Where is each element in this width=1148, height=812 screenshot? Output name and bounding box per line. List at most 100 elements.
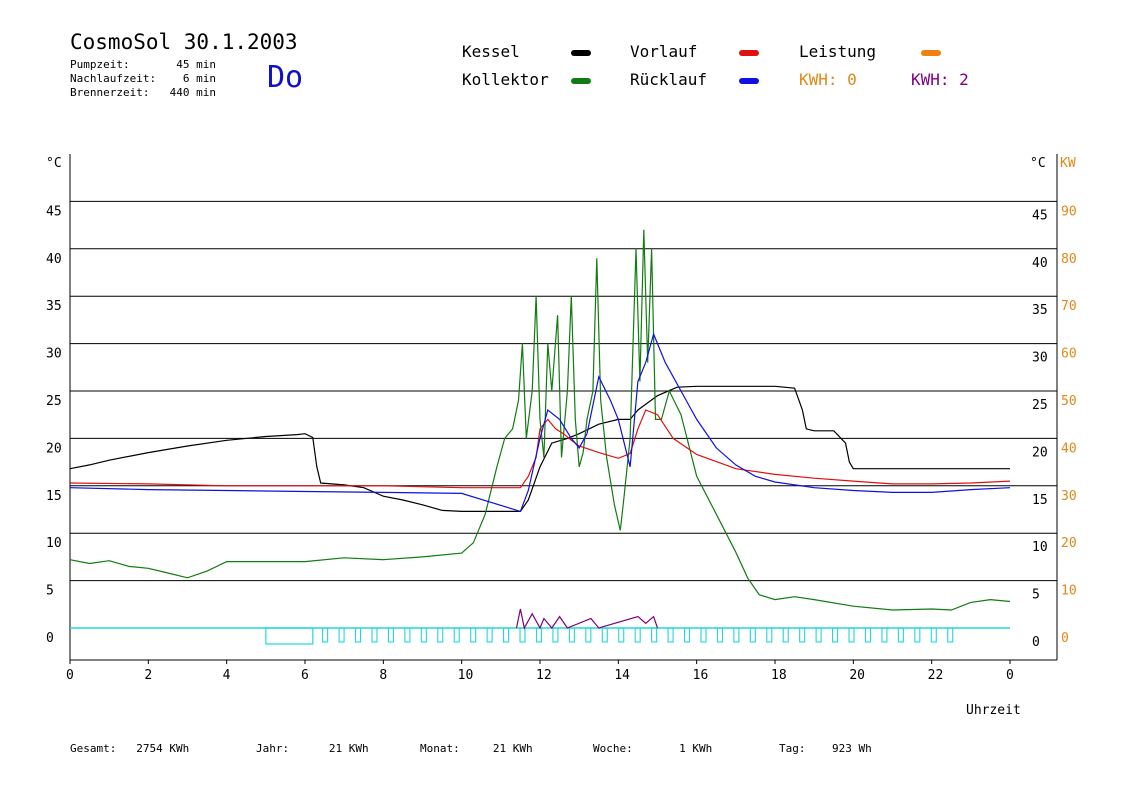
x-axis-label: Uhrzeit [966, 703, 1021, 718]
legend-kessel-swatch [571, 50, 591, 56]
y-tick-label-kw: 0 [1061, 631, 1069, 646]
y-tick-label-kw: 60 [1061, 347, 1077, 362]
burner-marker [265, 627, 314, 645]
x-tick-label: 20 [849, 668, 865, 683]
legend-kwh-0: KWH: 0 [799, 70, 857, 89]
y-tick-label-right: 15 [1032, 493, 1048, 508]
y-tick-label-right: 20 [1032, 445, 1048, 460]
y-tick-label-left: 10 [46, 536, 62, 551]
x-tick-label: 10 [458, 668, 474, 683]
pump-marker [470, 627, 477, 643]
pump-marker [486, 627, 493, 643]
y-axis-right-unit: °C [1030, 156, 1046, 171]
pump-marker [585, 627, 592, 643]
pump-marker [354, 627, 362, 643]
y-tick-label-right: 30 [1032, 351, 1048, 366]
pump-marker [420, 627, 427, 643]
y-tick-label-left: 40 [46, 252, 62, 267]
y-tick-label-left: 0 [46, 631, 54, 646]
pump-marker [947, 627, 954, 643]
legend-kollektor-swatch [571, 78, 591, 84]
x-tick-label: 16 [693, 668, 709, 683]
pump-marker [766, 627, 773, 643]
footer-gesamt: Gesamt: 2754 KWh [70, 742, 190, 755]
page-title: CosmoSol 30.1.2003 [70, 30, 298, 54]
pump-marker [503, 627, 510, 643]
series-line-rcklauf [69, 332, 1011, 513]
y-tick-label-kw: 50 [1061, 394, 1077, 409]
y-tick-label-left: 25 [46, 394, 62, 409]
x-tick-label: 8 [379, 668, 387, 683]
pump-marker [881, 627, 888, 643]
y-tick-label-left: 5 [46, 584, 54, 599]
pump-marker [437, 627, 444, 643]
weekday-label: Do [267, 60, 304, 95]
footer-monat: Monat: 21 KWh [420, 742, 533, 755]
pump-marker [552, 627, 559, 643]
series-line-vorlauf [69, 409, 1011, 489]
pump-marker [601, 627, 608, 643]
y-tick-label-left: 35 [46, 299, 62, 314]
pump-marker [387, 627, 394, 643]
x-tick-label: 0 [66, 668, 74, 683]
pump-marker [651, 627, 658, 643]
y-tick-label-left: 20 [46, 441, 62, 456]
pump-marker [371, 627, 378, 643]
y-tick-label-right: 5 [1032, 588, 1040, 603]
pump-marker [338, 627, 345, 643]
x-tick-label: 2 [144, 668, 152, 683]
x-tick-label: 14 [614, 668, 630, 683]
pump-marker [799, 627, 806, 643]
y-tick-label-kw: 90 [1061, 204, 1077, 219]
legend-ruecklauf-swatch [739, 78, 759, 84]
pump-marker [667, 627, 674, 643]
footer-tag: Tag: 923 Wh [779, 742, 872, 755]
y-tick-label-right: 10 [1032, 540, 1048, 555]
legend-ruecklauf-label: Rücklauf [630, 70, 708, 89]
series-line-kollektor [69, 229, 1011, 611]
pump-marker [897, 627, 904, 643]
pump-marker [864, 627, 872, 643]
y-tick-label-kw: 80 [1061, 252, 1077, 267]
x-tick-label: 0 [1006, 668, 1014, 683]
y-tick-label-kw: 70 [1061, 299, 1077, 314]
pump-marker [634, 627, 641, 643]
y-tick-label-kw: 30 [1061, 489, 1077, 504]
pump-marker [453, 627, 460, 643]
legend-vorlauf-label: Vorlauf [630, 42, 698, 61]
y-tick-label-kw: 40 [1061, 441, 1077, 456]
x-tick-label: 12 [536, 668, 552, 683]
pump-marker [519, 627, 526, 643]
x-tick-label: 22 [928, 668, 944, 683]
pump-marker [700, 627, 707, 643]
x-tick-label: 18 [771, 668, 787, 683]
series-line-kessel [69, 385, 1010, 512]
footer-jahr: Jahr: 21 KWh [256, 742, 369, 755]
pump-marker [782, 627, 789, 643]
y-tick-label-left: 45 [46, 204, 62, 219]
legend-leistung-swatch [921, 50, 941, 56]
x-tick-label: 4 [223, 668, 231, 683]
y-tick-label-right: 40 [1032, 256, 1048, 271]
pump-marker [322, 627, 329, 643]
legend-kwh-2: KWH: 2 [911, 70, 969, 89]
info-brennerzeit: Brennerzeit: 440 min [70, 86, 216, 99]
legend-leistung-label: Leistung [799, 42, 877, 61]
pump-marker [683, 627, 691, 643]
y-tick-label-right: 25 [1032, 398, 1048, 413]
pump-marker [733, 627, 740, 643]
legend-kollektor-label: Kollektor [462, 70, 549, 89]
y-tick-label-right: 0 [1032, 635, 1040, 650]
info-pumpzeit: Pumpzeit: 45 min [70, 58, 216, 71]
pump-marker [535, 627, 543, 643]
y-tick-label-right: 35 [1032, 303, 1048, 318]
x-tick-label: 6 [301, 668, 309, 683]
footer-woche: Woche: 1 KWh [593, 742, 713, 755]
pump-marker [749, 627, 756, 643]
pump-marker [404, 627, 411, 643]
pump-marker [930, 627, 937, 643]
pump-marker [618, 627, 625, 643]
series-line-leistung [515, 608, 659, 630]
pump-marker [716, 627, 723, 643]
